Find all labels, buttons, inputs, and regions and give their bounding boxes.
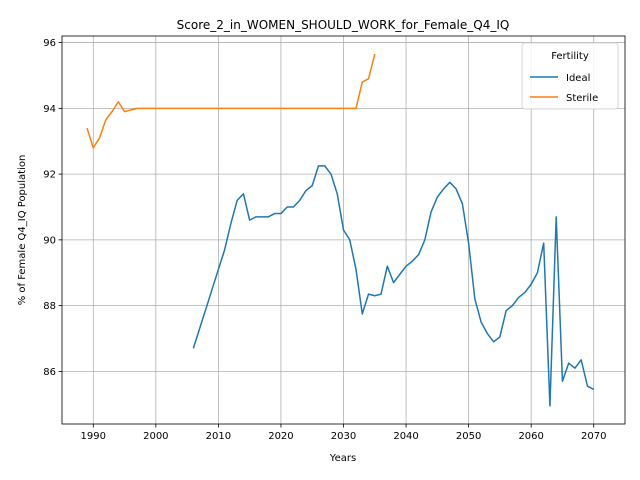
y-axis-ticks: 86 88 90 92 94 96 bbox=[43, 38, 62, 378]
x-tick-label: 2020 bbox=[268, 431, 293, 442]
legend-label-sterile: Sterile bbox=[566, 93, 598, 104]
x-tick-label: 2050 bbox=[456, 431, 481, 442]
x-tick-label: 2060 bbox=[518, 431, 543, 442]
x-tick-label: 1990 bbox=[81, 431, 106, 442]
series-lines bbox=[86, 53, 595, 407]
x-axis-ticks: 1990 2000 2010 2020 2030 2040 2050 2060 2070 bbox=[81, 424, 606, 442]
y-tick-label: 88 bbox=[43, 301, 56, 312]
x-tick-label: 2000 bbox=[143, 431, 168, 442]
x-tick-label: 2030 bbox=[331, 431, 356, 442]
series-line-ideal bbox=[192, 165, 595, 407]
chart-title: Score_2_in_WOMEN_SHOULD_WORK_for_Female_… bbox=[177, 18, 510, 32]
y-tick-label: 90 bbox=[43, 235, 56, 246]
x-tick-label: 2070 bbox=[581, 431, 606, 442]
y-axis-label: % of Female Q4_IQ Population bbox=[17, 155, 28, 306]
series-line-sterile bbox=[86, 53, 376, 149]
y-tick-label: 96 bbox=[43, 38, 56, 49]
legend: Fertility Ideal Sterile bbox=[521, 42, 619, 110]
x-axis-label: Years bbox=[329, 453, 356, 464]
y-tick-label: 86 bbox=[43, 367, 56, 378]
legend-title: Fertility bbox=[551, 51, 589, 62]
x-tick-label: 2040 bbox=[393, 431, 418, 442]
x-tick-label: 2010 bbox=[206, 431, 231, 442]
y-tick-label: 94 bbox=[43, 104, 56, 115]
legend-box bbox=[521, 42, 619, 110]
y-tick-label: 92 bbox=[43, 170, 56, 181]
legend-label-ideal: Ideal bbox=[566, 73, 590, 84]
